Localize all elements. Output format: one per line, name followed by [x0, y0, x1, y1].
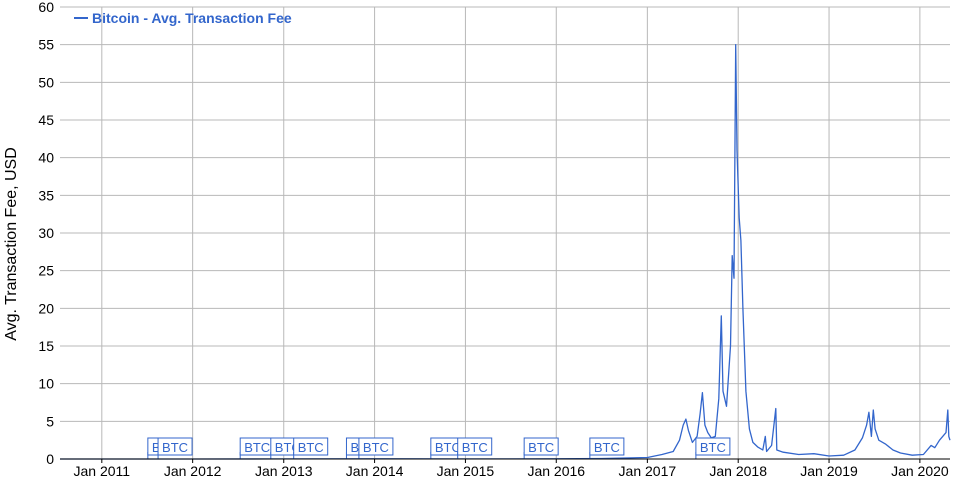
y-tick-label: 10: [38, 376, 54, 392]
legend-series-label: Bitcoin - Avg. Transaction Fee: [92, 10, 292, 26]
annotation-flag[interactable]: BTC: [523, 437, 559, 459]
annotation-label: BTC: [462, 440, 488, 455]
annotation-label: BTC: [528, 440, 554, 455]
annotation-label: BTC: [298, 440, 324, 455]
y-tick-label: 15: [38, 338, 54, 354]
y-tick-label: 25: [38, 263, 54, 279]
x-axis-ticks: Jan 2011 Jan 2012 Jan 2013 Jan 2014 Jan 2015…: [74, 459, 949, 479]
annotation-box: [157, 437, 193, 456]
y-tick-label: 55: [38, 37, 54, 53]
annotation-box: [695, 437, 731, 456]
y-tick-label: 60: [38, 0, 54, 15]
x-tick-label: Jan 2014: [346, 463, 404, 479]
grid-lines: [60, 6, 950, 460]
annotation-flag[interactable]: BTC: [589, 437, 625, 459]
x-tick-label: Jan 2020: [891, 463, 949, 479]
y-tick-label: 30: [38, 225, 54, 241]
x-tick-label: Jan 2013: [255, 463, 313, 479]
x-tick-label: Jan 2011: [74, 463, 131, 479]
y-tick-label: 0: [46, 451, 54, 467]
y-tick-label: 35: [38, 187, 54, 203]
annotation-flag[interactable]: BTC: [358, 437, 394, 459]
annotation-flag[interactable]: BTC: [430, 437, 466, 459]
x-tick-label: Jan 2012: [164, 463, 222, 479]
annotation-box: [523, 437, 559, 456]
x-tick-label: Jan 2016: [527, 463, 585, 479]
annotation-label: BTC: [700, 440, 726, 455]
annotation-box: [293, 437, 329, 456]
annotation-box: [358, 437, 394, 456]
y-tick-label: 20: [38, 300, 54, 316]
annotation-flag[interactable]: BTC: [157, 437, 193, 459]
annotation-label: B: [350, 440, 359, 455]
annotation-label: BTC: [594, 440, 620, 455]
annotation-flag[interactable]: BTC: [293, 437, 329, 459]
y-tick-label: 45: [38, 112, 54, 128]
x-tick-label: Jan 2019: [800, 463, 858, 479]
series-line-avg-fee: [60, 44, 951, 460]
annotation-flag[interactable]: BTC: [695, 437, 731, 459]
x-tick-label: Jan 2015: [437, 463, 495, 479]
annotation-flag[interactable]: BTC: [457, 437, 493, 459]
y-tick-label: 40: [38, 150, 54, 166]
y-axis-label: Avg. Transaction Fee, USD: [3, 147, 20, 341]
annotation-box: [589, 437, 625, 456]
annotation-label: BTC: [363, 440, 389, 455]
y-axis-ticks: 0 5 10 15 20 25 30 35 40 45 50 55 60: [38, 0, 54, 467]
y-tick-label: 50: [38, 74, 54, 90]
legend[interactable]: Bitcoin - Avg. Transaction Fee: [74, 10, 292, 26]
annotation-label: BTC: [244, 440, 270, 455]
x-tick-label: Jan 2017: [619, 463, 677, 479]
annotation-label: BTC: [162, 440, 188, 455]
annotation-label: BTC: [435, 440, 461, 455]
y-tick-label: 5: [46, 413, 54, 429]
annotation-box: [457, 437, 493, 456]
x-tick-label: Jan 2018: [709, 463, 767, 479]
annotation-flag[interactable]: BTC: [239, 437, 275, 459]
annotation-label: B: [152, 440, 161, 455]
